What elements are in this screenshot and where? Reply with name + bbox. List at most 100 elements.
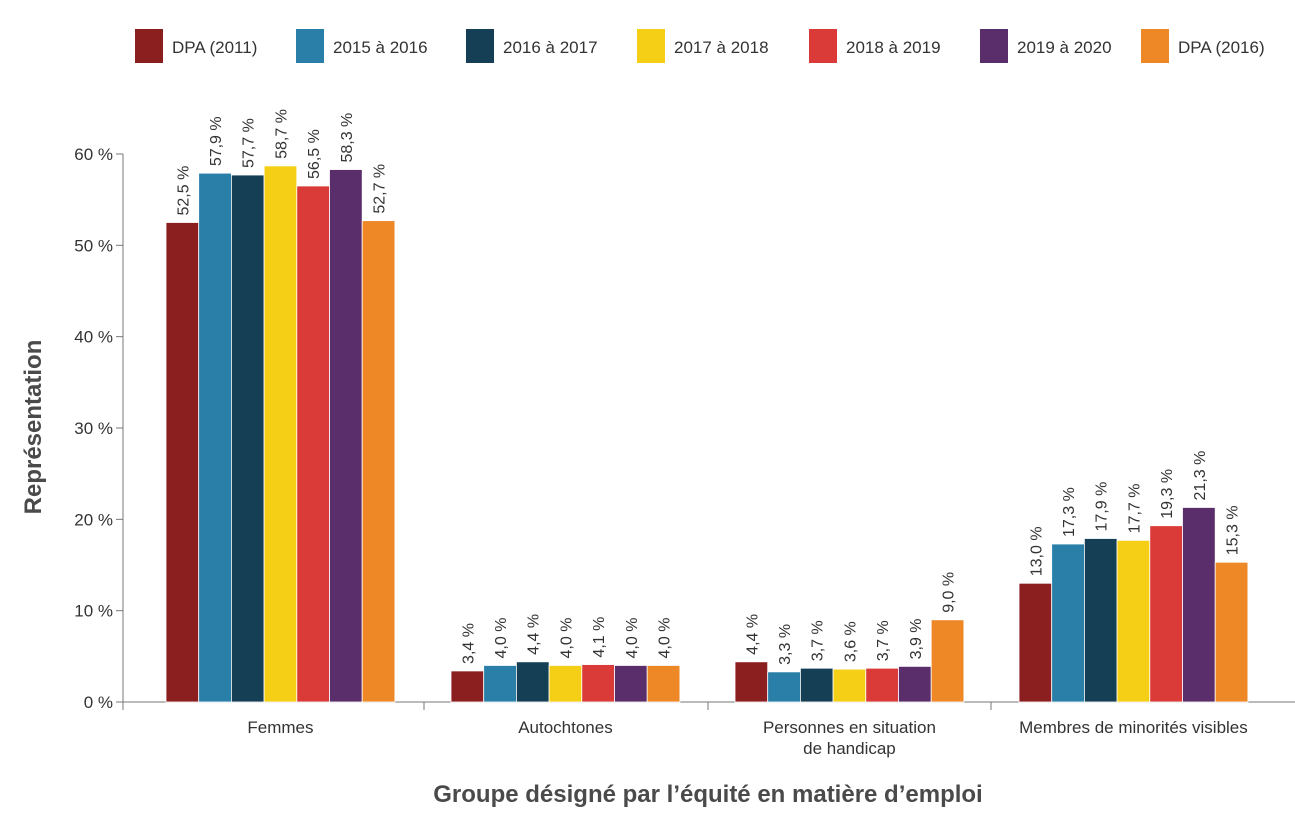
bar <box>734 661 769 703</box>
data-label: 21,3 % <box>1192 451 1209 501</box>
legend-swatch <box>135 29 163 63</box>
legend-item: 2019 à 2020 <box>980 29 1112 63</box>
legend-swatch <box>809 29 837 63</box>
legend-label: DPA (2016) <box>1178 38 1265 57</box>
bars <box>165 165 1249 703</box>
y-tick-label: 40 % <box>74 328 113 347</box>
bar <box>1182 507 1216 703</box>
data-label: 3,3 % <box>777 624 794 665</box>
bar <box>865 667 899 703</box>
x-axis: Femmes Autochtones Personnes en situation d… <box>122 701 1295 758</box>
legend-label: 2015 à 2016 <box>333 38 428 57</box>
legend: DPA (2011) 2015 à 2016 2016 à 2017 2017 à 2… <box>135 29 1265 63</box>
bar <box>263 165 298 703</box>
bar <box>483 665 517 703</box>
y-tick-label: 20 % <box>74 510 113 529</box>
bar <box>581 664 615 703</box>
bar <box>1051 543 1085 703</box>
legend-label: 2016 à 2017 <box>503 38 598 57</box>
data-label: 17,9 % <box>1094 482 1111 532</box>
x-category-label: Autochtones <box>518 718 613 737</box>
data-labels: 52,5 % 3,4 % 4,4 % 13,0 % 57,9 % 4,0 % 3,3 % 17… <box>175 109 1241 665</box>
y-tick-label: 50 % <box>74 236 113 255</box>
bar <box>832 668 867 703</box>
legend-swatch <box>296 29 324 63</box>
legend-swatch <box>466 29 494 63</box>
data-label: 56,5 % <box>306 129 323 179</box>
data-label: 4,0 % <box>657 618 674 659</box>
legend-label: 2017 à 2018 <box>674 38 769 57</box>
bar <box>1084 538 1118 703</box>
bar <box>361 220 396 703</box>
data-label: 4,0 % <box>558 618 575 659</box>
data-label: 58,3 % <box>339 113 356 163</box>
data-label: 3,7 % <box>875 620 892 661</box>
bar <box>450 670 485 703</box>
bar <box>296 185 330 703</box>
data-label: 17,3 % <box>1061 487 1078 537</box>
bar <box>1018 582 1053 703</box>
data-label: 4,4 % <box>526 614 543 655</box>
bar <box>930 619 965 703</box>
bar <box>198 172 232 703</box>
bar <box>898 665 932 703</box>
legend-item: 2015 à 2016 <box>296 29 428 63</box>
legend-swatch <box>637 29 665 63</box>
legend-label: 2019 à 2020 <box>1017 38 1112 57</box>
bar <box>1116 539 1151 703</box>
bar <box>614 665 648 703</box>
y-tick-label: 0 % <box>84 693 113 712</box>
legend-item: 2017 à 2018 <box>637 29 769 63</box>
bar <box>1214 561 1249 703</box>
bar <box>548 665 583 703</box>
data-label: 4,4 % <box>744 614 761 655</box>
legend-item: 2018 à 2019 <box>809 29 941 63</box>
bar <box>800 667 834 703</box>
y-tick-label: 60 % <box>74 145 113 164</box>
legend-item: 2016 à 2017 <box>466 29 598 63</box>
data-label: 4,1 % <box>591 617 608 658</box>
bar <box>329 169 363 703</box>
y-tick-label: 30 % <box>74 419 113 438</box>
x-category-label: Personnes en situation de handicap <box>763 718 936 758</box>
x-category-label: Membres de minorités visibles <box>1019 718 1248 737</box>
legend-item: DPA (2016) <box>1141 29 1265 63</box>
data-label: 13,0 % <box>1028 526 1045 576</box>
data-label: 3,6 % <box>842 621 859 662</box>
x-axis-title: Groupe désigné par l’équité en matière d… <box>433 781 982 808</box>
data-label: 4,0 % <box>624 618 641 659</box>
x-category-label-line: Membres de minorités visibles <box>1019 718 1248 737</box>
bar <box>165 222 200 703</box>
data-label: 57,9 % <box>208 116 225 166</box>
bar <box>767 671 801 703</box>
legend-label: 2018 à 2019 <box>846 38 941 57</box>
data-label: 52,5 % <box>175 166 192 216</box>
data-label: 3,9 % <box>908 618 925 659</box>
data-label: 58,7 % <box>273 109 290 159</box>
legend-item: DPA (2011) <box>135 29 257 63</box>
x-category-label-line: Femmes <box>247 718 313 737</box>
data-label: 19,3 % <box>1159 469 1176 519</box>
data-label: 52,7 % <box>372 164 389 214</box>
data-label: 9,0 % <box>941 572 958 613</box>
x-category-label-line: Personnes en situation <box>763 718 936 737</box>
data-label: 4,0 % <box>493 618 510 659</box>
data-label: 17,7 % <box>1126 484 1143 534</box>
y-axis-title: Représentation <box>20 340 47 515</box>
bar <box>1149 525 1183 703</box>
legend-swatch <box>1141 29 1169 63</box>
y-tick-label: 10 % <box>74 602 113 621</box>
bar <box>516 661 550 703</box>
data-label: 57,7 % <box>241 118 258 168</box>
y-axis: 0 % 10 % 20 % 30 % 40 % 50 % 60 % <box>74 145 124 712</box>
legend-label: DPA (2011) <box>172 38 257 57</box>
data-label: 3,4 % <box>460 623 477 664</box>
x-category-label: Femmes <box>247 718 313 737</box>
data-label: 3,7 % <box>810 620 827 661</box>
bar <box>230 174 265 703</box>
data-label: 15,3 % <box>1225 505 1242 555</box>
bar <box>646 665 681 703</box>
legend-swatch <box>980 29 1008 63</box>
